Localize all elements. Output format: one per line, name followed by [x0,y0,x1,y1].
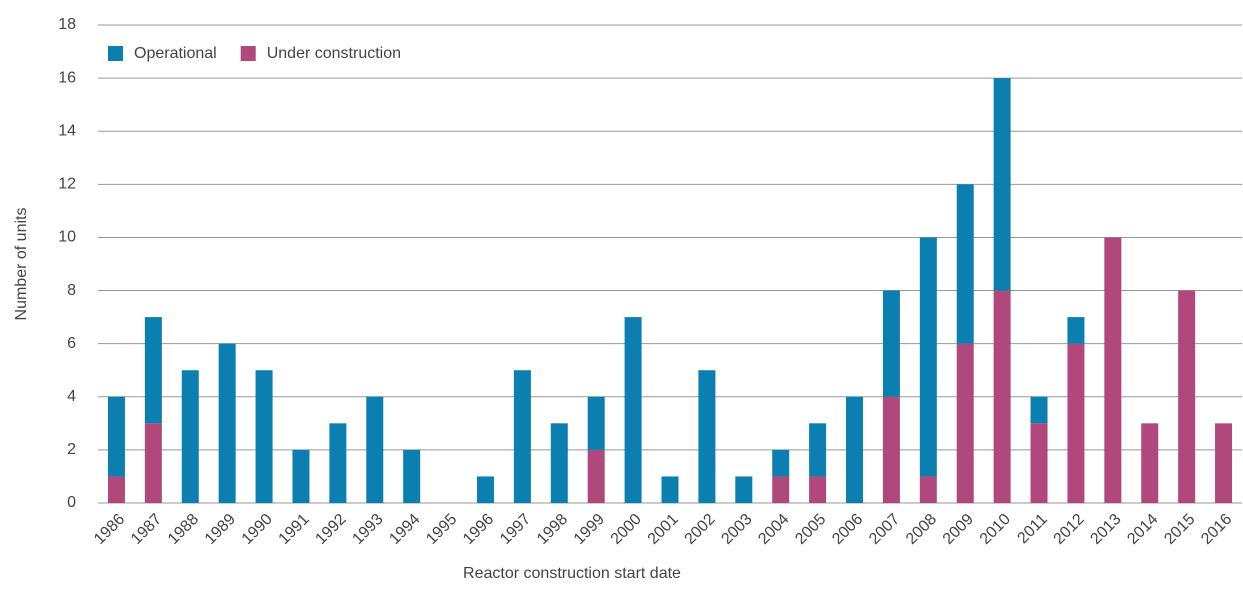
bar-segment [1030,423,1048,503]
x-tick-label: 2012 [1051,511,1088,548]
bar-segment [366,396,384,503]
y-tick-label: 8 [67,282,76,299]
x-tick-label: 2015 [1161,511,1198,548]
bar-segment [993,290,1011,503]
bar-segment [144,317,162,424]
y-tick-label: 2 [67,441,76,458]
x-tick-label: 1995 [423,511,460,548]
legend-swatch [240,46,256,61]
bar-segment [735,476,753,503]
y-tick-label: 6 [67,335,76,352]
bar-segment [513,370,531,503]
x-tick-label: 1991 [276,511,313,548]
x-tick-label: 1989 [202,511,239,548]
x-tick-label: 2001 [645,511,682,548]
bar-segment [624,317,642,503]
x-tick-label: 2006 [829,511,866,548]
bar-segment [107,476,125,503]
bar-segment [1178,290,1196,503]
x-tick-label: 2002 [682,511,719,548]
bar-segment [956,343,974,503]
x-tick-label: 2010 [977,511,1014,548]
bar-segment [587,396,605,450]
y-tick-label: 0 [67,494,76,511]
bar-segment [403,449,421,503]
bar-segment [181,370,199,503]
x-tick-label: 2011 [1014,511,1050,547]
x-tick-label: 1994 [386,511,423,548]
bar-segment [882,396,900,503]
legend-label: Operational [134,45,217,62]
bar-segment [144,423,162,503]
x-tick-label: 2004 [755,511,792,548]
bar-segment [846,396,864,503]
bar-segment [661,476,679,503]
x-tick-label: 2009 [940,511,977,548]
bar-segment [107,396,125,477]
y-tick-label: 14 [58,122,76,139]
bar-segment [255,370,273,503]
x-tick-label: 2008 [903,511,940,548]
y-tick-label: 4 [67,388,76,405]
x-tick-label: 1987 [128,511,165,548]
bar-segment [292,449,310,503]
bar-segment [550,423,568,503]
y-tick-label: 12 [58,176,76,193]
x-tick-label: 2003 [718,511,755,548]
bar-segment [919,237,937,477]
y-axis-title: Number of units [13,208,30,321]
x-tick-label: 2013 [1087,511,1124,548]
bar-segment [1067,317,1085,344]
bar-segment [956,184,974,344]
bar-segment [919,476,937,503]
x-tick-label: 1998 [534,511,571,548]
bar-segment [1030,396,1048,424]
x-tick-label: 2005 [792,511,829,548]
x-tick-label: 1997 [497,511,534,548]
x-axis-title: Reactor construction start date [463,565,681,582]
bar-segment [772,476,790,503]
x-tick-label: 2016 [1198,511,1235,548]
y-tick-label: 16 [58,69,76,86]
x-tick-label: 1993 [349,511,386,548]
y-tick-label: 18 [58,16,76,33]
x-tick-label: 1992 [312,511,349,548]
legend-label: Under construction [267,45,401,62]
bar-segment [809,476,827,503]
x-tick-label: 1999 [571,511,608,548]
bar-segment [1215,423,1233,503]
legend-swatch [108,46,123,61]
bar-segment [809,423,827,477]
bar-segment [476,476,494,503]
x-tick-label: 1996 [460,511,497,548]
y-tick-label: 10 [58,229,76,246]
bar-segment [329,423,347,503]
bar-segment [587,449,605,503]
bar-segment [1104,237,1122,503]
x-tick-label: 2014 [1124,511,1161,548]
x-tick-label: 2007 [866,511,903,548]
x-tick-label: 1988 [165,511,202,548]
bar-segment [218,343,236,503]
bar-segment [882,290,900,397]
bar-segment [1141,423,1159,503]
bar-segment [1067,343,1085,503]
x-tick-label: 1990 [239,511,276,548]
bar-segment [772,449,790,477]
bar-segment [993,78,1011,291]
x-tick-label: 1986 [91,511,128,548]
bar-segment [698,370,716,503]
x-tick-label: 2000 [608,511,645,548]
